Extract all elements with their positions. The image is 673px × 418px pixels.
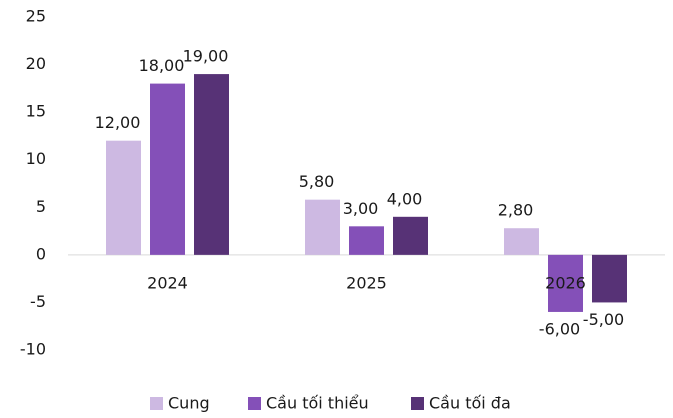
- legend-swatch: [411, 397, 424, 410]
- bar: [504, 228, 539, 255]
- value-label: 18,00: [139, 56, 185, 75]
- bar: [592, 254, 627, 303]
- value-label: -5,00: [583, 310, 624, 329]
- bar: [393, 216, 428, 255]
- y-tick-label: 5: [36, 197, 46, 216]
- x-tick-label: 2024: [147, 273, 188, 292]
- bar: [305, 199, 340, 255]
- legend-swatch: [150, 397, 163, 410]
- bar: [548, 254, 583, 312]
- value-label: 2,80: [498, 201, 534, 220]
- value-label: 19,00: [183, 47, 229, 66]
- value-label: -6,00: [539, 319, 580, 338]
- y-tick-label: 20: [26, 54, 46, 73]
- value-label: 5,80: [299, 172, 335, 191]
- bar: [106, 140, 141, 255]
- y-tick-label: -5: [30, 292, 46, 311]
- legend-label: Cầu tối thiểu: [266, 394, 369, 413]
- value-label: 3,00: [343, 199, 379, 218]
- y-tick-label: 10: [26, 149, 46, 168]
- value-label: 12,00: [95, 113, 141, 132]
- legend-label: Cầu tối đa: [429, 394, 511, 413]
- bar: [194, 74, 229, 255]
- legend-swatch: [248, 397, 261, 410]
- y-tick-label: 25: [26, 7, 46, 26]
- x-tick-label: 2026: [545, 273, 586, 292]
- x-tick-label: 2025: [346, 273, 387, 292]
- bar: [150, 83, 185, 255]
- y-tick-label: -10: [20, 340, 46, 359]
- y-tick-label: 15: [26, 102, 46, 121]
- y-tick-label: 0: [36, 244, 46, 263]
- bar: [349, 226, 384, 255]
- value-label: 4,00: [387, 189, 423, 208]
- legend-label: Cung: [168, 394, 210, 413]
